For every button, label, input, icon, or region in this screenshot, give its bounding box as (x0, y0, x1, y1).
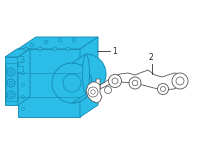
Circle shape (22, 83, 25, 86)
Bar (17, 56, 23, 62)
Ellipse shape (83, 55, 90, 93)
Polygon shape (96, 79, 100, 85)
Polygon shape (5, 57, 18, 105)
Bar (6, 63, 17, 101)
Circle shape (72, 38, 76, 42)
Circle shape (22, 96, 25, 98)
Circle shape (132, 80, 138, 86)
Circle shape (30, 43, 34, 47)
Circle shape (38, 47, 42, 51)
Circle shape (160, 86, 166, 91)
Circle shape (172, 73, 188, 89)
Polygon shape (18, 37, 98, 49)
Circle shape (105, 86, 112, 93)
Circle shape (129, 77, 141, 89)
Circle shape (109, 75, 122, 87)
Circle shape (24, 47, 28, 51)
Circle shape (88, 87, 98, 97)
Circle shape (9, 93, 13, 97)
Circle shape (112, 78, 118, 84)
Polygon shape (72, 54, 106, 103)
Bar (17, 66, 23, 72)
Polygon shape (18, 49, 30, 105)
Circle shape (22, 71, 25, 75)
Text: 1: 1 (112, 46, 117, 56)
Circle shape (66, 47, 70, 51)
Polygon shape (5, 49, 30, 57)
Circle shape (9, 70, 13, 74)
Circle shape (7, 79, 15, 87)
Circle shape (9, 81, 13, 85)
Circle shape (63, 74, 81, 92)
Circle shape (58, 38, 62, 42)
Polygon shape (18, 49, 80, 117)
Text: 2: 2 (149, 53, 153, 62)
Polygon shape (100, 70, 185, 90)
Circle shape (7, 68, 15, 76)
Circle shape (22, 60, 25, 62)
Circle shape (52, 63, 92, 103)
Circle shape (7, 91, 15, 99)
Circle shape (44, 40, 48, 44)
Circle shape (176, 77, 184, 85)
Circle shape (53, 47, 57, 51)
Circle shape (22, 107, 25, 111)
Circle shape (91, 90, 95, 94)
Polygon shape (86, 82, 102, 103)
Circle shape (158, 83, 168, 95)
Polygon shape (80, 37, 98, 117)
